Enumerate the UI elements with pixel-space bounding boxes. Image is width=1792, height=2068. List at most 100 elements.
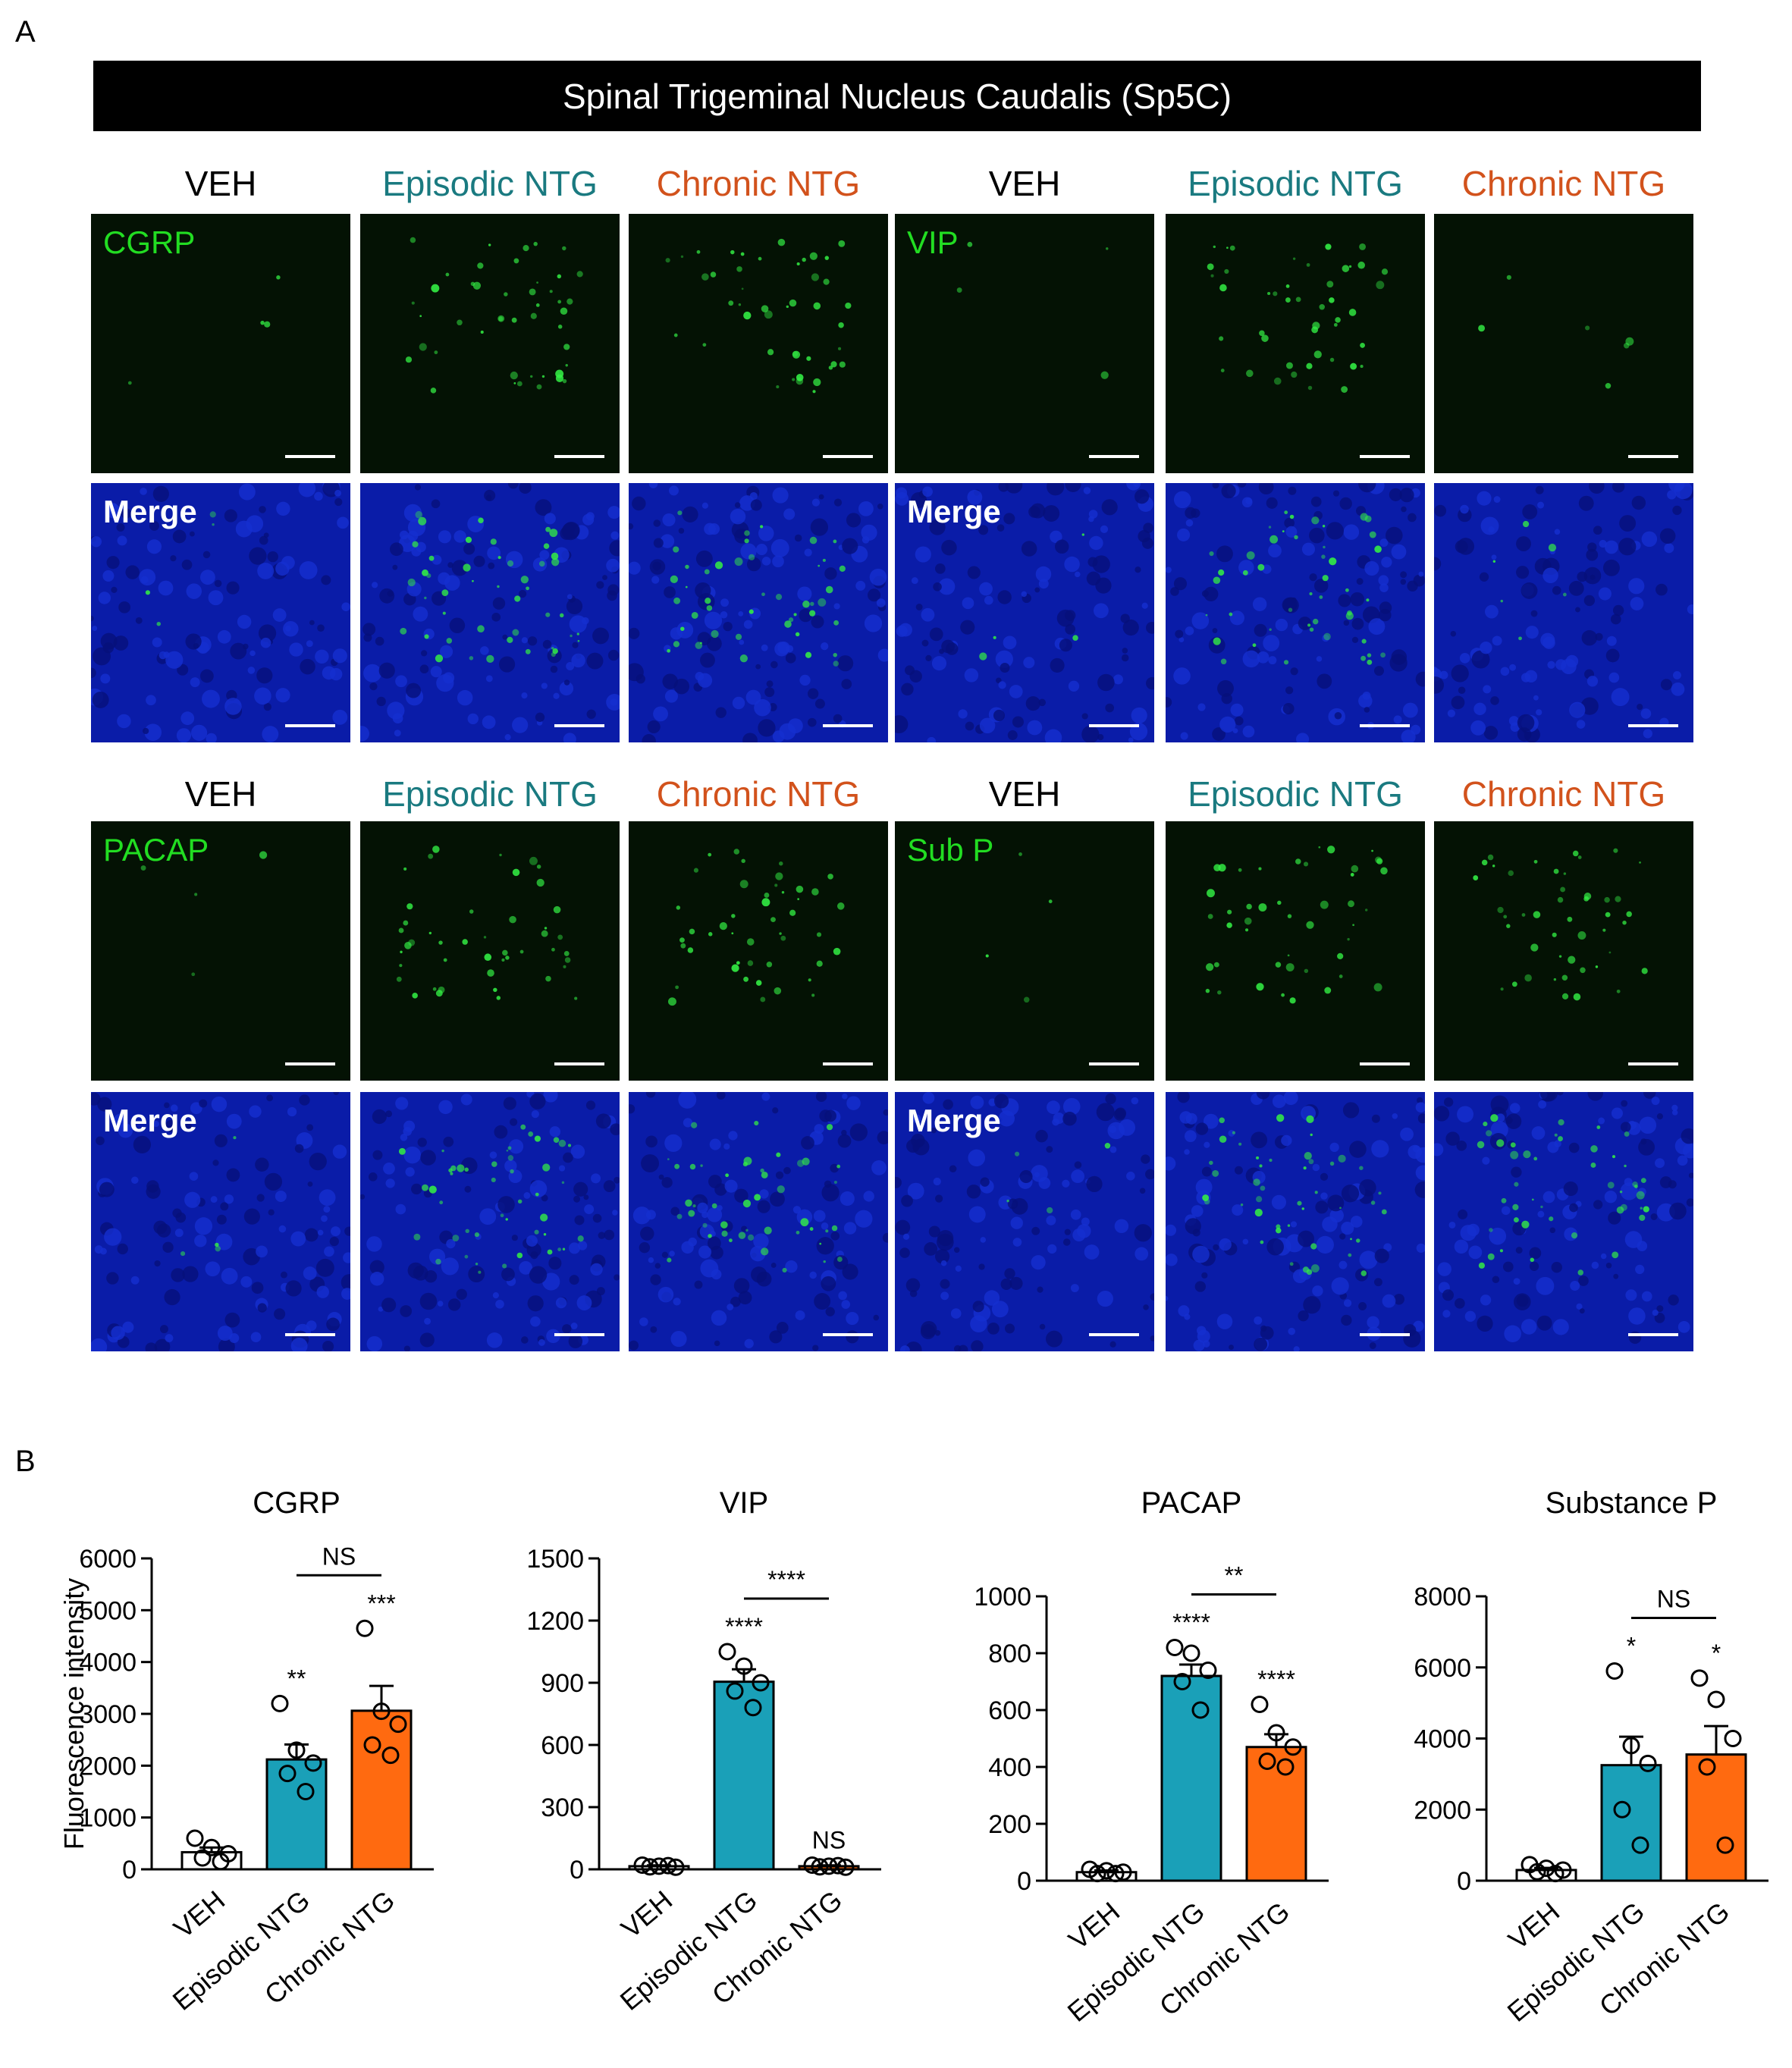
data-point [1284,1738,1302,1756]
micrograph-pacap-marker-chronic-ntg [629,821,888,1081]
data-point [1690,1669,1709,1687]
significance-marker: **** [725,1613,763,1640]
scale-bar [554,724,604,727]
category-label: Episodic NTG [614,1884,763,2016]
data-point [633,1856,651,1875]
y-tick-label: 900 [541,1669,584,1698]
group-label-veh: VEH [184,774,257,814]
merge-label: Merge [103,494,197,529]
data-point [1546,1865,1564,1883]
data-point [219,1845,237,1862]
category-label: Episodic NTG [167,1884,315,2016]
bar-2 [1245,1746,1307,1882]
panel-a-letter: A [15,15,36,49]
data-point [1605,1662,1624,1680]
bar-0 [180,1850,243,1871]
scale-bar [1628,724,1678,727]
group-label-chronic-ntg: Chronic NTG [656,774,861,814]
category-label: Chronic NTG [706,1884,848,2010]
micrograph-pacap-marker-veh: PACAP [91,821,350,1081]
micrograph-vip-marker-chronic-ntg [1434,214,1693,473]
bar-1 [713,1680,775,1871]
group-label-veh: VEH [184,164,257,203]
y-tick-label: 1200 [526,1607,584,1636]
data-point [372,1702,391,1721]
comparison-label: **** [767,1566,805,1593]
scale-bar [285,724,335,727]
scale-bar [554,1062,604,1065]
y-tick-label: 6000 [1414,1654,1471,1683]
category-label: Episodic NTG [1502,1896,1650,2028]
data-point [1707,1690,1725,1709]
data-point [1716,1836,1734,1854]
micrograph-sub-p-merge-veh: Merge [895,1092,1154,1351]
data-point [271,1694,289,1712]
data-point [1631,1836,1649,1854]
scale-bar [1628,1062,1678,1065]
data-point [718,1643,736,1661]
data-point [1622,1737,1640,1755]
significance-marker: * [1627,1632,1636,1659]
data-point [659,1856,677,1875]
data-point [381,1746,400,1765]
comparison-label: NS [1657,1585,1690,1612]
group-label-chronic-ntg: Chronic NTG [1461,774,1666,814]
scale-bar [823,1062,873,1065]
micrograph-vip-merge-episodic-ntg [1166,483,1425,742]
marker-label: CGRP [103,224,196,260]
chart-title: PACAP [1141,1486,1242,1520]
micrograph-pacap-marker-episodic-ntg [360,821,620,1081]
y-tick-label: 0 [1457,1867,1471,1896]
y-tick-label: 3000 [79,1700,137,1729]
micrograph-sub-p-merge-episodic-ntg [1166,1092,1425,1351]
group-label-episodic-ntg: Episodic NTG [1188,774,1403,814]
data-point [752,1674,770,1692]
micrograph-cgrp-merge-episodic-ntg [360,483,620,742]
data-point [1191,1701,1210,1719]
micrograph-vip-marker-episodic-ntg [1166,214,1425,473]
data-point [836,1858,855,1876]
scale-bar [1360,455,1410,458]
group-label-chronic-ntg: Chronic NTG [1461,164,1666,203]
data-point [829,1856,847,1875]
category-label: Chronic NTG [1593,1896,1735,2022]
data-point [811,1858,829,1876]
data-point [304,1754,322,1772]
data-point [202,1838,221,1856]
data-point [1106,1865,1125,1883]
group-label-veh: VEH [988,774,1061,814]
figure-title-bar: Spinal Trigeminal Nucleus Caudalis (Sp5C… [93,61,1701,131]
marker-label: Sub P [907,832,994,868]
y-tick-label: 6000 [79,1545,137,1574]
merge-label: Merge [103,1103,197,1138]
data-point [650,1857,668,1875]
y-tick-label: 2000 [79,1752,137,1781]
y-axis-label: Fluorescence intensity [58,1578,89,1850]
micrograph-sub-p-marker-episodic-ntg [1166,821,1425,1081]
group-label-veh: VEH [988,164,1061,203]
data-point [278,1765,297,1783]
chart-title: CGRP [253,1486,341,1520]
micrograph-pacap-merge-chronic-ntg [629,1092,888,1351]
data-point [1528,1862,1546,1881]
y-tick-label: 0 [570,1856,584,1884]
significance-marker: *** [367,1589,395,1617]
data-point [744,1699,762,1717]
scale-bar [1089,1062,1139,1065]
y-tick-label: 1000 [79,1804,137,1833]
category-label: VEH [168,1884,231,1944]
scale-bar [1628,1333,1678,1336]
scale-bar [823,455,873,458]
y-tick-label: 5000 [79,1596,137,1625]
y-tick-label: 300 [541,1793,584,1822]
data-point [186,1829,204,1847]
scale-bar [1628,455,1678,458]
y-tick-label: 2000 [1414,1796,1471,1825]
y-tick-label: 1500 [526,1545,584,1574]
scale-bar [554,455,604,458]
y-tick-label: 4000 [1414,1725,1471,1754]
micrograph-cgrp-marker-veh: CGRP [91,214,350,473]
category-label: VEH [1062,1896,1125,1956]
data-point [726,1682,744,1700]
bar-0 [1075,1871,1138,1882]
